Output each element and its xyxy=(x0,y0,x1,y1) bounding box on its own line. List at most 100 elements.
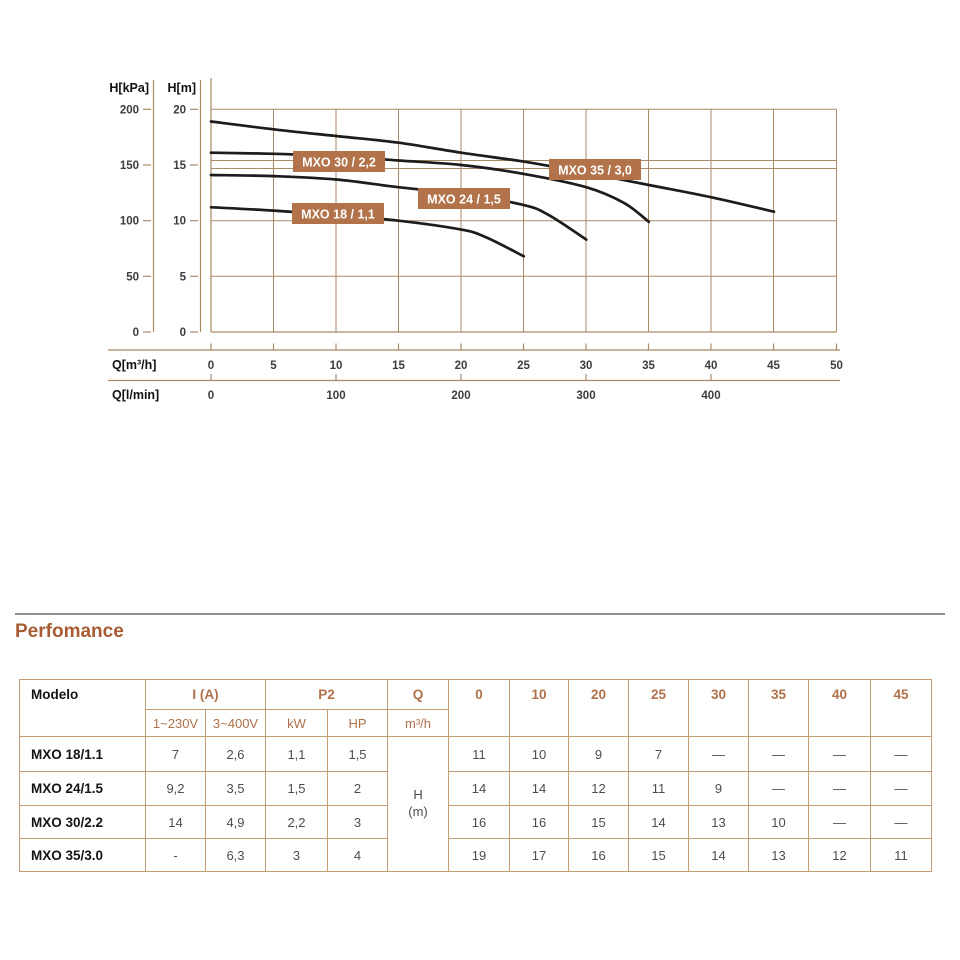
header-flow-40: 40 xyxy=(808,679,872,737)
head-value: 12 xyxy=(568,771,630,806)
table-header-row-2: 1~230V 3~400V kW HP m³/h xyxy=(20,709,932,737)
q-tick-label: 40 xyxy=(705,360,718,372)
head-unit-symbol: H xyxy=(413,787,423,803)
head-value: 10 xyxy=(509,736,570,772)
lmin-tick-label: 400 xyxy=(701,390,720,402)
head-value: 19 xyxy=(448,838,511,872)
head-value: 7 xyxy=(628,736,690,772)
current-230v: 7 xyxy=(145,736,206,772)
kpa-tick-label: 200 xyxy=(120,105,139,117)
table-row-mxo-18: MXO 18/1.1 7 2,6 1,1 1,5 H (m) 11 10 9 7… xyxy=(19,736,933,872)
head-value: 10 xyxy=(748,805,810,839)
power-kw: 3 xyxy=(265,838,328,872)
lmin-tick-label: 200 xyxy=(451,390,470,402)
header-flow-35: 35 xyxy=(748,679,810,737)
q-tick-label: 20 xyxy=(455,360,468,372)
model-name: MXO 24/1.5 xyxy=(19,771,146,806)
header-flow-10: 10 xyxy=(509,679,570,737)
q-m3h-ticks: 0 5 10 15 20 25 30 35 40 45 50 xyxy=(208,343,843,372)
section-title: Perfomance xyxy=(15,621,124,642)
lmin-tick-label: 100 xyxy=(326,390,345,402)
q-lmin-axis-title: Q[l/min] xyxy=(112,388,159,402)
head-value: 11 xyxy=(448,736,511,772)
curve-label-text: MXO 18 / 1,1 xyxy=(301,208,375,222)
kpa-axis-title: H[kPa] xyxy=(109,81,149,95)
head-value: 14 xyxy=(509,771,570,806)
current-230v: 14 xyxy=(145,805,206,839)
curve-label-mxo-35: MXO 35 / 3,0 xyxy=(549,159,641,180)
m-axis-title: H[m] xyxy=(168,81,196,95)
curve-label-mxo-30: MXO 30 / 2,2 xyxy=(293,151,385,172)
power-kw: 1,1 xyxy=(265,736,328,772)
current-230v: - xyxy=(145,838,206,872)
header-voltage-400: 3~400V xyxy=(205,709,266,737)
header-hp: HP xyxy=(326,709,389,737)
table-row-mxo-30: MXO 30/2.2 14 4,9 2,2 3 16 16 15 14 13 1… xyxy=(19,805,933,839)
head-value: — xyxy=(748,771,810,806)
head-value: 11 xyxy=(870,838,933,872)
q-tick-label: 35 xyxy=(642,360,655,372)
curve-label-box xyxy=(292,203,384,224)
head-value: — xyxy=(688,736,750,772)
power-hp: 1,5 xyxy=(326,736,389,772)
head-unit-metres: (m) xyxy=(408,804,428,819)
q-lmin-ticks: 0 100 200 300 400 xyxy=(208,374,721,402)
kpa-tick-label: 0 xyxy=(133,327,139,339)
head-value: 9 xyxy=(568,736,630,772)
head-value: 13 xyxy=(748,838,810,872)
head-value: 11 xyxy=(628,771,690,806)
header-modelo: Modelo xyxy=(19,679,146,737)
q-tick-label: 15 xyxy=(392,360,405,372)
power-kw: 1,5 xyxy=(265,771,328,806)
head-value: 16 xyxy=(568,838,630,872)
kpa-tick-label: 100 xyxy=(120,216,139,228)
head-value: 15 xyxy=(568,805,630,839)
curve-label-text: MXO 24 / 1,5 xyxy=(427,193,501,207)
q-tick-label: 5 xyxy=(270,360,277,372)
head-value: — xyxy=(808,771,872,806)
q-tick-label: 0 xyxy=(208,360,214,372)
curve-label-text: MXO 30 / 2,2 xyxy=(302,156,376,170)
table-row-mxo-35: MXO 35/3.0 - 6,3 3 4 19 17 16 15 14 13 1… xyxy=(19,838,933,872)
header-p2: P2 xyxy=(264,679,389,710)
head-value: 9 xyxy=(688,771,750,806)
curve-label-box xyxy=(293,151,385,172)
head-value: 16 xyxy=(448,805,511,839)
head-value: 14 xyxy=(448,771,511,806)
head-value: 14 xyxy=(628,805,690,839)
header-voltage-230: 1~230V xyxy=(145,709,206,737)
lmin-tick-label: 300 xyxy=(576,390,595,402)
performance-table: Modelo I (A) P2 Q 0 10 20 25 30 35 40 45… xyxy=(19,679,933,872)
power-hp: 3 xyxy=(326,805,389,839)
model-name: MXO 18/1.1 xyxy=(19,736,146,772)
curve-label-box xyxy=(418,188,510,209)
lmin-tick-label: 0 xyxy=(208,390,214,402)
m-tick-label: 15 xyxy=(173,160,186,172)
vertical-gridlines xyxy=(273,109,837,332)
current-230v: 9,2 xyxy=(145,771,206,806)
q-tick-label: 25 xyxy=(517,360,530,372)
head-unit-cell: H (m) xyxy=(387,736,450,872)
m-ticks: 20 15 10 5 0 xyxy=(173,105,198,339)
header-current: I (A) xyxy=(145,679,266,710)
head-value: 12 xyxy=(808,838,872,872)
q-tick-label: 30 xyxy=(580,360,593,372)
power-hp: 4 xyxy=(326,838,389,872)
curve-label-text: MXO 35 / 3,0 xyxy=(558,164,632,178)
section-divider xyxy=(15,613,945,615)
current-400v: 4,9 xyxy=(205,805,266,839)
model-name: MXO 35/3.0 xyxy=(19,838,146,872)
header-kw: kW xyxy=(265,709,328,737)
q-tick-label: 10 xyxy=(330,360,343,372)
power-hp: 2 xyxy=(326,771,389,806)
header-q: Q xyxy=(387,679,450,710)
q-m3h-axis-title: Q[m³/h] xyxy=(112,358,156,372)
head-value: 15 xyxy=(628,838,690,872)
head-value: — xyxy=(808,805,872,839)
head-value: — xyxy=(870,771,933,806)
current-400v: 2,6 xyxy=(205,736,266,772)
table-header-row-1: Modelo I (A) P2 Q 0 10 20 25 30 35 40 45 xyxy=(19,679,933,737)
current-400v: 6,3 xyxy=(205,838,266,872)
current-400v: 3,5 xyxy=(205,771,266,806)
